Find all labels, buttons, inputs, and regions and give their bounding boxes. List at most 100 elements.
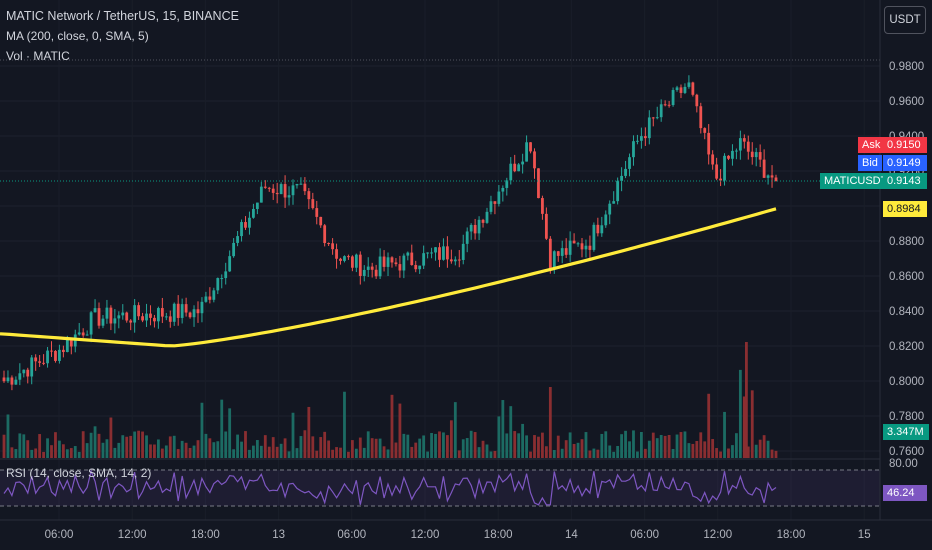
candle: [719, 169, 722, 187]
candle: [723, 153, 726, 186]
volume-bar: [121, 435, 125, 458]
volume-bar: [572, 443, 576, 458]
volume-legend[interactable]: Vol · MATIC: [6, 49, 70, 63]
volume-bar: [699, 432, 703, 458]
candle: [695, 93, 699, 113]
volume-bar: [267, 446, 271, 458]
price-tick-label: 0.8600: [889, 271, 924, 283]
time-tick-label: 15: [858, 529, 871, 541]
time-tick-label: 12:00: [703, 529, 732, 541]
volume-bar: [101, 442, 105, 458]
volume-bar: [386, 449, 390, 458]
candle: [608, 200, 612, 225]
price-tick-label: 0.9600: [889, 96, 924, 108]
candle: [61, 345, 65, 358]
candle: [287, 186, 291, 206]
volume-bar: [537, 436, 540, 458]
volume-bar: [200, 402, 204, 458]
candle: [481, 218, 485, 228]
candle: [651, 116, 655, 127]
candle: [255, 202, 259, 215]
volume-bar: [145, 435, 148, 458]
volume-bar: [453, 402, 457, 458]
volume-bar: [105, 439, 109, 458]
candle: [687, 75, 691, 89]
candle: [14, 376, 18, 385]
time-axis[interactable]: 06:00 12:00 18:00 13 06:00 12:00 18:00 14 06:00 1…: [45, 529, 871, 541]
candle: [54, 350, 57, 363]
volume-bar: [271, 437, 275, 458]
candle: [770, 165, 774, 188]
candle: [394, 258, 398, 267]
rsi-axis-top-label: 80.00: [889, 458, 918, 470]
volume-bar: [339, 447, 342, 458]
volume-bar: [449, 420, 453, 458]
time-tick-label: 18:00: [484, 529, 513, 541]
candle: [544, 207, 548, 241]
volume-bar: [73, 446, 77, 458]
volume-bar: [505, 433, 509, 458]
volume-bar: [299, 436, 303, 458]
volume-bar: [521, 423, 525, 458]
volume-bar: [735, 433, 738, 458]
volume-bar: [584, 432, 588, 458]
bid-value-tag: 0.9149: [883, 155, 927, 171]
volume-bar: [711, 439, 715, 458]
rsi-legend[interactable]: RSI (14, close, SMA, 14, 2): [6, 466, 152, 480]
volume-bar: [6, 414, 10, 458]
time-tick-label: 13: [272, 529, 285, 541]
candle: [200, 297, 204, 323]
candle: [754, 147, 758, 167]
candle: [141, 312, 144, 323]
volume-bar: [509, 406, 513, 458]
ask-value-tag: 0.9150: [883, 137, 927, 153]
candle: [513, 154, 517, 173]
volume-bar: [513, 431, 517, 458]
candle: [129, 319, 133, 331]
volume-bar: [69, 448, 73, 458]
candle: [469, 223, 473, 240]
symbol-legend[interactable]: MATIC Network / TetherUS, 15, BINANCE: [6, 9, 239, 23]
candle: [422, 245, 426, 269]
volume-bar: [497, 416, 501, 458]
candle: [267, 186, 271, 192]
candle: [442, 238, 445, 261]
volume-bar: [738, 369, 742, 458]
volume-bar: [164, 445, 168, 458]
candle: [26, 367, 30, 384]
currency-button[interactable]: USDT: [884, 6, 926, 34]
volume-bar: [370, 438, 374, 458]
volume-bar: [414, 442, 418, 458]
price-tick-label: 0.8800: [889, 236, 924, 248]
candle: [683, 83, 687, 95]
candle: [398, 255, 402, 278]
volume-bar: [746, 446, 750, 458]
candle: [77, 323, 81, 336]
candlestick-series[interactable]: [2, 75, 778, 391]
candle: [303, 177, 307, 196]
volume-bar: [719, 451, 722, 458]
ma-legend[interactable]: MA (200, close, 0, SMA, 5): [6, 29, 149, 43]
candle: [766, 174, 770, 185]
volume-bar: [750, 390, 754, 458]
volume-value-tag: 3.347M: [883, 424, 929, 440]
candle: [38, 355, 42, 367]
price-tick-label: 0.7800: [889, 411, 924, 423]
volume-bar: [10, 447, 14, 458]
volume-bar: [683, 431, 687, 458]
volume-bar: [703, 441, 707, 458]
candle: [738, 130, 742, 160]
candle: [196, 301, 200, 323]
volume-bar: [42, 451, 45, 458]
candle: [121, 304, 125, 320]
candle: [699, 102, 703, 134]
candle: [727, 155, 730, 161]
price-axis[interactable]: 0.98000.96000.94000.92000.90000.88000.86…: [889, 61, 924, 458]
volume-bar: [766, 440, 770, 458]
candle: [632, 135, 635, 166]
volume-bar: [176, 449, 180, 458]
volume-bar: [604, 431, 608, 458]
candle: [497, 185, 501, 207]
volume-bar: [22, 434, 26, 458]
